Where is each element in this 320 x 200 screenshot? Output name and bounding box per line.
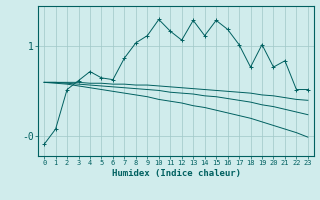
X-axis label: Humidex (Indice chaleur): Humidex (Indice chaleur) — [111, 169, 241, 178]
